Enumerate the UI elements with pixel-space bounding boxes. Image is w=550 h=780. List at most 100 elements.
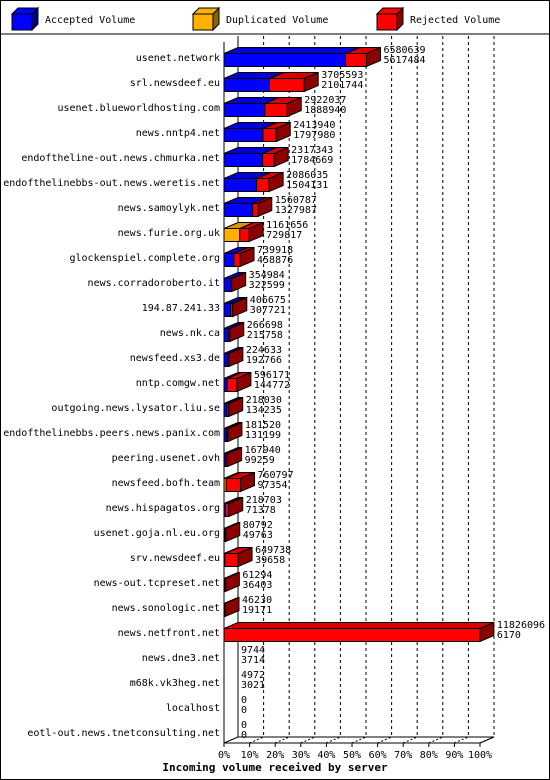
bar-side	[239, 471, 255, 493]
bar-side	[225, 521, 241, 543]
bar-side	[273, 146, 289, 168]
legend-label: Duplicated Volume	[226, 15, 328, 26]
value-label-bottom: 0	[241, 705, 247, 716]
gridline-floor	[403, 736, 418, 744]
x-tick-label: 40%	[317, 750, 335, 761]
legend-label: Accepted Volume	[45, 15, 135, 26]
x-tick-label: 80%	[420, 750, 438, 761]
value-label-top: 4972	[241, 670, 265, 681]
value-label-top: 224633	[246, 345, 282, 356]
category-label: news.netfront.net	[118, 628, 220, 639]
value-label-top: 1560787	[275, 195, 317, 206]
gridline-floor	[326, 736, 341, 744]
value-label-top: 181520	[245, 420, 281, 431]
category-label: news.corradoroberto.it	[88, 278, 220, 289]
value-label-bottom: 1888940	[304, 105, 346, 116]
value-label-bottom: 1327987	[275, 205, 317, 216]
bar-side	[365, 46, 381, 68]
category-label: glockenspiel.complete.org	[69, 253, 220, 264]
category-label: news.hispagatos.org	[106, 503, 220, 514]
value-label-bottom: 144772	[254, 380, 290, 391]
bar-side	[224, 571, 240, 593]
value-label-bottom: 6170	[497, 630, 521, 641]
value-label-top: 167940	[245, 445, 281, 456]
category-label: endofthelinebbs.peers.news.panix.com	[3, 428, 220, 439]
bar-rejected	[223, 628, 481, 642]
bar-side	[257, 196, 273, 218]
bar-side	[239, 246, 255, 268]
category-label: localhost	[166, 703, 220, 714]
bar-side	[229, 321, 245, 343]
bar-rejected	[345, 53, 367, 67]
x-tick-label: 50%	[343, 750, 361, 761]
x-tick-label: 100%	[468, 750, 492, 761]
gridline-floor	[454, 736, 469, 744]
bar-rejected	[225, 478, 241, 492]
bar-accepted	[223, 203, 254, 217]
category-label: eotl-out.news.tnetconsulting.net	[27, 728, 220, 739]
value-label-top: 0	[241, 695, 247, 706]
value-label-top: 649738	[255, 545, 291, 556]
value-label-top: 0	[241, 720, 247, 731]
bar-rejected	[256, 178, 270, 192]
category-label: peering.usenet.ovh	[112, 453, 220, 464]
bar-rejected	[268, 78, 305, 92]
category-label: srl.newsdeef.eu	[130, 78, 220, 89]
bar-accepted	[223, 328, 230, 342]
category-label: usenet.network	[136, 53, 220, 64]
value-label-top: 218030	[246, 395, 282, 406]
value-label-bottom: 458876	[257, 255, 293, 266]
gridline-floor	[377, 736, 392, 744]
category-label: newsfeed.xs3.de	[130, 353, 220, 364]
value-label-bottom: 3714	[241, 655, 265, 666]
value-label-top: 2413940	[293, 120, 335, 131]
bar-accepted	[223, 278, 232, 292]
x-tick-label: 70%	[394, 750, 412, 761]
category-label: news.samoylyk.net	[118, 203, 220, 214]
bar-accepted	[223, 153, 264, 167]
x-tick-label: 30%	[292, 750, 310, 761]
value-label-bottom: 19171	[242, 605, 272, 616]
bar-accepted	[223, 178, 258, 192]
gridline-floor	[275, 736, 290, 744]
bar-accepted	[223, 353, 229, 367]
value-label-bottom: 0	[241, 730, 247, 741]
value-label-bottom: 131199	[245, 430, 281, 441]
value-label-bottom: 192766	[246, 355, 282, 366]
value-label-bottom: 215758	[247, 330, 283, 341]
value-label-top: 218703	[246, 495, 282, 506]
value-label-top: 2317343	[291, 145, 333, 156]
category-label: news.nntp4.net	[136, 128, 220, 139]
value-label-bottom: 729817	[266, 230, 302, 241]
bar-rejected	[262, 128, 277, 142]
bar-side	[227, 446, 243, 468]
bar-side	[232, 296, 248, 318]
value-label-bottom: 322599	[249, 280, 285, 291]
gridline-floor	[479, 736, 495, 744]
bar-side	[479, 621, 495, 643]
bar-side	[224, 596, 240, 618]
category-label: nntp.comgw.net	[136, 378, 220, 389]
value-label-bottom: 49763	[243, 530, 273, 541]
bar-rejected	[233, 253, 241, 267]
gridline-floor	[428, 736, 443, 744]
value-label-top: 739918	[257, 245, 293, 256]
value-label-top: 760797	[257, 470, 293, 481]
bar-accepted-top	[223, 47, 360, 54]
bar-rejected	[252, 203, 259, 217]
gridline-floor	[351, 736, 367, 744]
bar-accepted	[223, 253, 235, 267]
category-label: usenet.blueworldhosting.com	[57, 103, 220, 114]
value-label-top: 266698	[247, 320, 283, 331]
bar-side	[236, 371, 252, 393]
value-label-top: 3705593	[321, 70, 363, 81]
x-tick-label: 10%	[241, 750, 259, 761]
bar-rejected	[226, 378, 238, 392]
value-label-top: 354984	[249, 270, 285, 281]
value-label-top: 6580639	[383, 45, 425, 56]
category-label: news.sonologic.net	[112, 603, 220, 614]
gridline-floor	[300, 736, 315, 744]
bar-side	[227, 421, 243, 443]
bar-side	[248, 221, 264, 243]
